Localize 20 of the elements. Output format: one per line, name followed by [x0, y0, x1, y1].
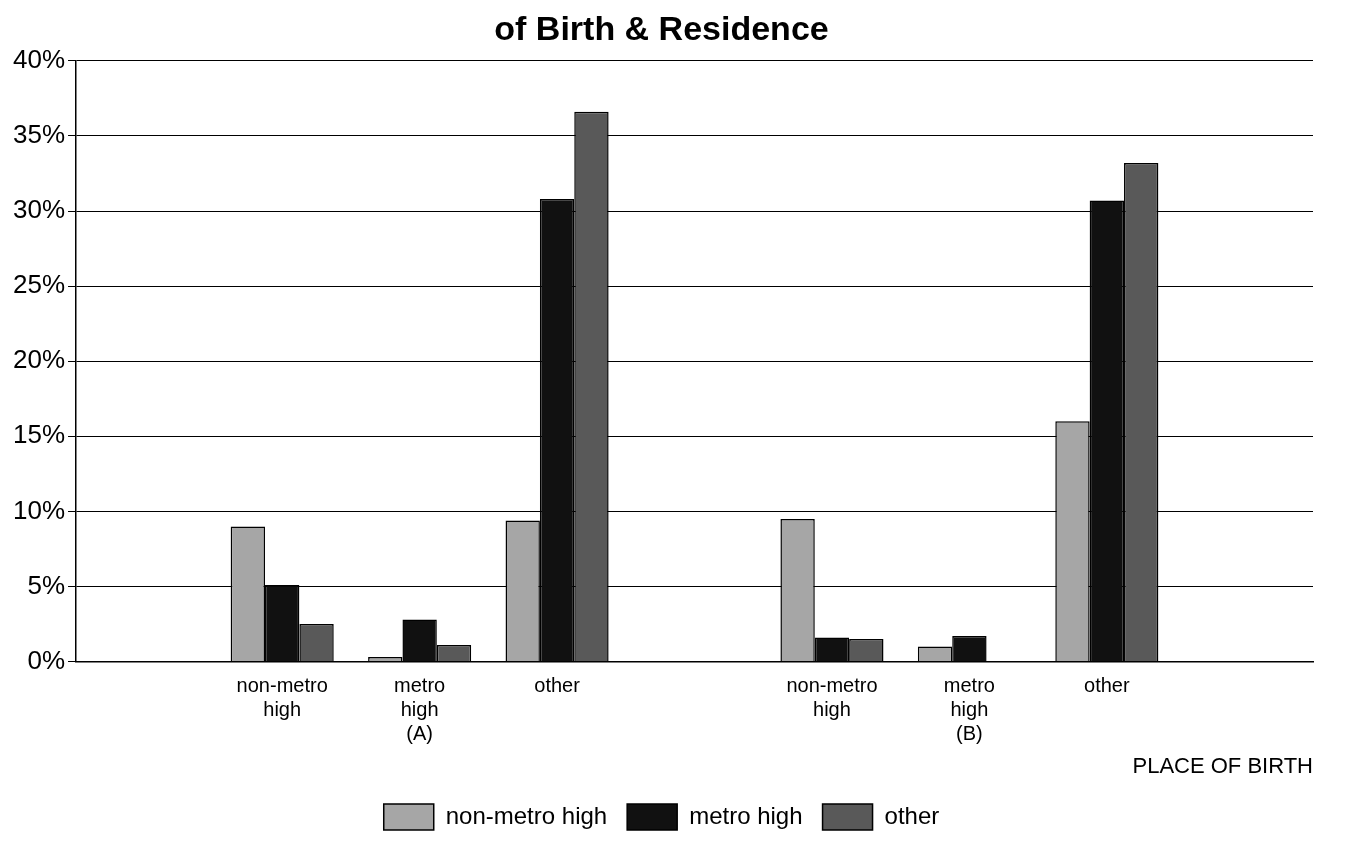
x-tick-label: non-metro high [786, 674, 878, 721]
legend-label: other [884, 801, 940, 829]
y-tick-label: 15% [12, 419, 66, 450]
y-tick-label: 10% [12, 494, 66, 525]
legend-label: metro high [689, 801, 803, 829]
y-tick-label: 35% [12, 119, 66, 150]
y-tick-label: 20% [12, 344, 66, 375]
y-tick-label: 30% [12, 194, 66, 225]
x-axis-title: PLACE OF BIRTH [1132, 752, 1313, 778]
legend-label: non-metro high [445, 801, 608, 829]
chart-title: of Birth & Residence [494, 8, 829, 47]
y-tick-label: 40% [12, 43, 66, 74]
x-tick-label: metro high (B) [943, 674, 995, 745]
x-tick-label: non-metro high [236, 674, 328, 721]
x-tick-label: other [534, 674, 581, 697]
x-tick-label: other [1084, 674, 1130, 697]
x-tick-label: metro high (A) [394, 674, 446, 745]
y-tick-label: 25% [12, 269, 66, 300]
y-tick-label: 0% [27, 644, 66, 675]
y-tick-label: 5% [27, 569, 66, 600]
